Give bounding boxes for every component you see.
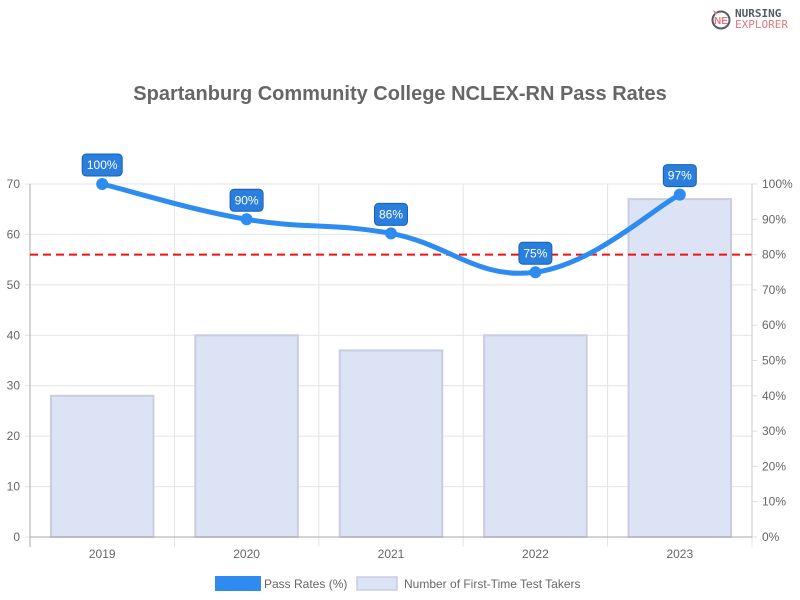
data-label-box [81, 153, 123, 177]
data-label-box [662, 164, 697, 188]
right-tick-label: 50% [762, 354, 786, 368]
x-tick-label: 2023 [666, 547, 693, 561]
left-tick-label: 70 [7, 177, 21, 191]
right-tick-label: 90% [762, 212, 786, 226]
legend-swatch-pass-rates [215, 576, 261, 591]
left-tick-label: 20 [7, 429, 21, 443]
right-tick-label: 100% [762, 177, 793, 191]
bar-2019 [49, 394, 155, 538]
left-tick-label: 10 [7, 480, 21, 494]
right-tick-label: 0% [762, 530, 780, 544]
x-tick-label: 2022 [522, 547, 549, 561]
chart-title: Spartanburg Community College NCLEX-RN P… [133, 83, 666, 105]
pass-rate-point-2023 [673, 188, 686, 201]
left-tick-label: 30 [7, 379, 21, 393]
data-label: 90% [235, 193, 259, 207]
legend-swatch-test-takers [356, 576, 398, 591]
data-label: 86% [379, 207, 403, 221]
data-label-box [374, 202, 408, 226]
logo-icon: NE [711, 10, 731, 30]
right-tick-label: 70% [762, 283, 786, 297]
pass-rate-point-2019 [96, 178, 109, 190]
pass-rate-point-2021 [385, 227, 397, 240]
left-tick-label: 40 [7, 328, 21, 342]
svg-text:NE: NE [714, 16, 728, 27]
right-tick-label: 30% [762, 424, 786, 438]
data-label: 100% [87, 158, 118, 172]
pass-rate-point-2022 [529, 266, 542, 279]
nursing-explorer-logo: NE NURSING EXPLORER [710, 8, 788, 30]
data-label-box [518, 241, 553, 265]
x-tick-label: 2020 [233, 547, 260, 561]
data-label-box [229, 188, 264, 212]
bar-2020 [194, 334, 299, 538]
bar-2023 [627, 198, 733, 538]
bar-2022 [483, 334, 588, 538]
x-tick-label: 2019 [89, 547, 116, 561]
legend-label-test-takers: Number of First-Time Test Takers [404, 577, 580, 591]
right-tick-label: 20% [762, 459, 786, 473]
logo-line2: EXPLORER [735, 18, 788, 31]
right-tick-label: 10% [762, 495, 786, 509]
data-label: 97% [668, 169, 692, 183]
data-label: 75% [523, 246, 547, 260]
x-tick-label: 2021 [378, 547, 405, 561]
left-tick-label: 50 [7, 278, 21, 292]
pass-rate-point-2020 [240, 213, 253, 226]
bar-2021 [338, 349, 444, 538]
logo-line1: NURSING [735, 7, 782, 20]
right-tick-label: 60% [762, 318, 786, 332]
legend-label-pass-rates: Pass Rates (%) [264, 577, 347, 591]
left-tick-label: 60 [7, 227, 21, 241]
right-tick-label: 80% [762, 248, 786, 262]
right-tick-label: 40% [762, 389, 786, 403]
left-tick-label: 0 [13, 530, 20, 544]
